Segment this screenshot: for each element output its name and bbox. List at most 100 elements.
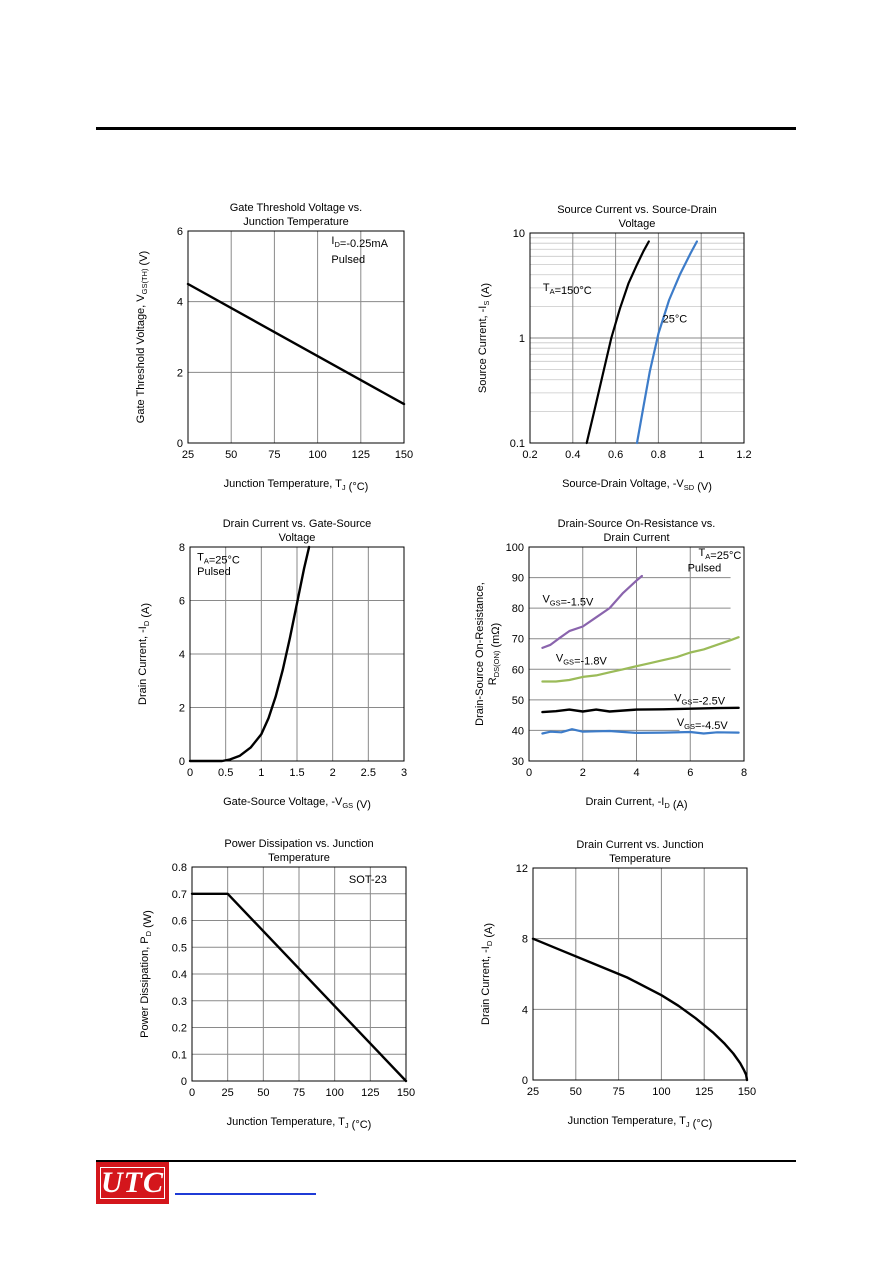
chart-title: Gate Threshold Voltage vs. [230, 202, 363, 214]
y-tick-label: 0.2 [172, 1023, 187, 1035]
y-tick-label: 0 [179, 756, 185, 768]
x-tick-label: 50 [570, 1086, 582, 1098]
chart-title: Temperature [609, 853, 671, 865]
footer-rule [96, 1160, 796, 1162]
x-tick-label: 8 [741, 767, 747, 779]
annotation: TA=25°C [699, 547, 742, 562]
y-tick-label: 60 [512, 664, 524, 676]
annotation: Pulsed [197, 566, 231, 578]
x-tick-label: 0 [526, 767, 532, 779]
x-axis-label: Junction Temperature, TJ (°C) [224, 478, 369, 493]
grid [533, 868, 747, 1080]
x-tick-label: 125 [361, 1087, 379, 1099]
x-tick-label: 50 [225, 449, 237, 461]
series-line [585, 240, 650, 445]
y-axis-label: Source Current, -IS (A) [477, 283, 492, 393]
y-tick-label: 0.3 [172, 996, 187, 1008]
x-tick-label: 150 [397, 1087, 415, 1099]
y-axis-label-units: RDS(ON) (mΩ) [487, 623, 502, 685]
y-axis-label: Drain Current, -ID (A) [480, 923, 495, 1025]
y-tick-label: 4 [179, 649, 185, 661]
series-line [531, 937, 749, 1082]
x-tick-label: 4 [633, 767, 639, 779]
chart-title: Temperature [268, 852, 330, 864]
annotation: VGS=-1.8V [556, 653, 608, 668]
x-tick-label: 0.6 [608, 449, 623, 461]
x-axis-label: Junction Temperature, TJ (°C) [568, 1115, 713, 1130]
x-tick-label: 100 [325, 1087, 343, 1099]
x-tick-label: 2.5 [361, 767, 376, 779]
x-tick-label: 1 [698, 449, 704, 461]
x-axis-label: Source-Drain Voltage, -VSD (V) [562, 478, 712, 493]
gate-threshold-chart: 25 50 75 100 125 150 0 2 4 6 Gate Threshold Voltag… [135, 202, 413, 493]
utc-logo: UTC [96, 1162, 169, 1204]
x-axis-label: Gate-Source Voltage, -VGS (V) [223, 796, 371, 811]
x-tick-label: 125 [352, 449, 370, 461]
annotation: 25°C [663, 314, 688, 326]
chart-title: Drain Current vs. Gate-Source [223, 518, 372, 530]
y-tick-label: 0 [181, 1076, 187, 1088]
x-tick-label: 0.5 [218, 767, 233, 779]
chart-title: Voltage [619, 218, 656, 230]
x-tick-label: 0.2 [522, 449, 537, 461]
y-tick-label: 0.1 [172, 1049, 187, 1061]
y-tick-label: 4 [522, 1004, 528, 1016]
series-line [541, 636, 740, 683]
series-line [188, 545, 311, 763]
y-axis-label: Drain Current, -ID (A) [137, 603, 152, 705]
x-tick-label: 3 [401, 767, 407, 779]
annotation: TA=150°C [543, 282, 592, 297]
y-tick-label: 0.5 [172, 942, 187, 954]
grid [188, 231, 404, 443]
chart-title: Source Current vs. Source-Drain [557, 204, 717, 216]
x-tick-label: 1.5 [289, 767, 304, 779]
x-tick-label: 1.2 [736, 449, 751, 461]
x-tick-label: 0.4 [565, 449, 580, 461]
x-tick-label: 75 [268, 449, 280, 461]
grid [192, 867, 406, 1081]
x-tick-label: 25 [222, 1087, 234, 1099]
y-tick-label: 0 [522, 1075, 528, 1087]
annotation: TA=25°C [197, 551, 240, 566]
website-link-underline[interactable] [175, 1193, 316, 1195]
drain-current-vgs-chart: 0 0.5 1 1.5 2 2.5 3 0 2 4 6 8 Drain Current vs. Gate… [137, 518, 407, 811]
x-tick-label: 75 [293, 1087, 305, 1099]
x-tick-label: 25 [182, 449, 194, 461]
x-tick-label: 50 [257, 1087, 269, 1099]
x-tick-label: 100 [308, 449, 326, 461]
y-axis-label: Gate Threshold Voltage, VGS(TH) (V) [135, 251, 150, 423]
y-tick-label: 100 [506, 542, 524, 554]
x-tick-label: 100 [652, 1086, 670, 1098]
x-axis-label: Junction Temperature, TJ (°C) [227, 1116, 372, 1131]
source-current-chart: 0.2 0.4 0.6 0.8 1 1.2 0.1 1 10 Source Current vs.… [477, 204, 752, 493]
plot-frame [191, 866, 407, 1082]
x-tick-label: 125 [695, 1086, 713, 1098]
power-dissipation-chart: 0 25 50 75 100 125 150 0 0.1 0.2 0.3 0.4 0.5 0.6 0.7 0.… [139, 838, 415, 1131]
y-tick-label: 0.8 [172, 862, 187, 874]
y-tick-label: 0.7 [172, 889, 187, 901]
x-tick-label: 1 [258, 767, 264, 779]
y-tick-label: 80 [512, 603, 524, 615]
annotation: SOT-23 [349, 874, 387, 886]
y-tick-label: 8 [522, 934, 528, 946]
chart-title: Drain-Source On-Resistance vs. [558, 518, 716, 530]
plot-frame [528, 546, 745, 762]
y-tick-label: 2 [177, 367, 183, 379]
grid [530, 233, 744, 443]
x-tick-label: 150 [395, 449, 413, 461]
y-tick-label: 8 [179, 542, 185, 554]
series-line [635, 240, 698, 445]
chart-title: Junction Temperature [243, 216, 349, 228]
header-rule [96, 127, 796, 130]
series-line [541, 706, 740, 714]
x-tick-label: 2 [580, 767, 586, 779]
y-axis-label: Drain-Source On-Resistance, [474, 582, 486, 726]
series-line [541, 574, 643, 649]
plot-frame [189, 546, 405, 762]
y-tick-label: 12 [516, 863, 528, 875]
y-tick-label: 10 [513, 228, 525, 240]
y-tick-label: 4 [177, 297, 183, 309]
plot-frame [532, 867, 748, 1081]
grid [529, 547, 731, 761]
annotation: VGS=-2.5V [674, 692, 726, 707]
